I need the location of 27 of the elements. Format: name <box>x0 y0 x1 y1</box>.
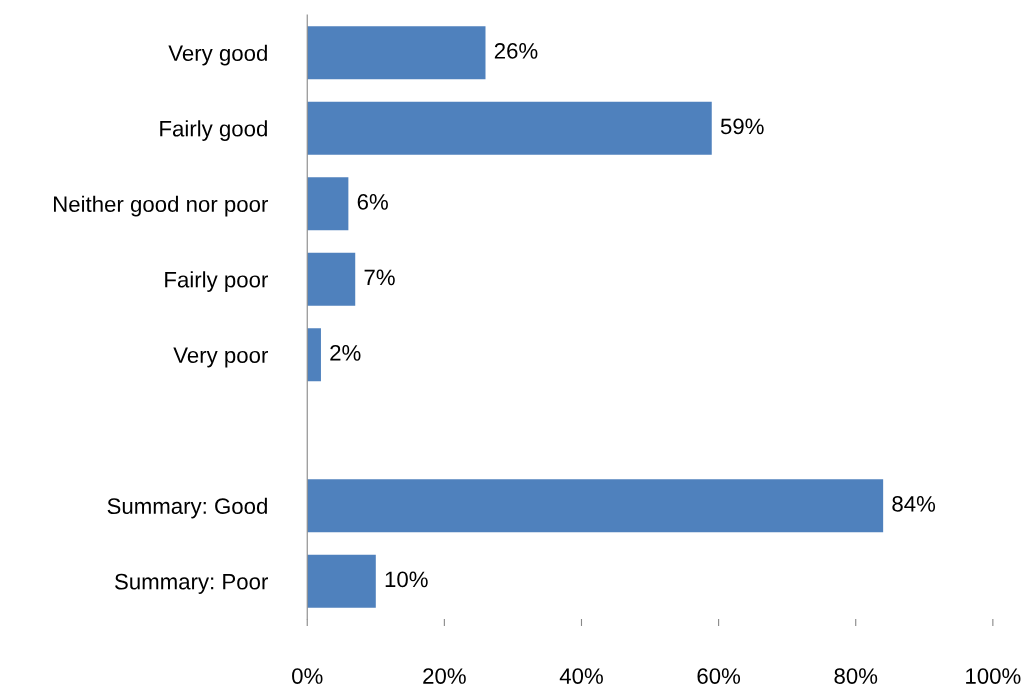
data-label: 7% <box>364 269 395 286</box>
data-label: 59% <box>720 118 764 135</box>
y-tick-label: Fairly poor <box>165 271 268 292</box>
x-tick-label: 0% <box>292 668 323 684</box>
x-tick-label: 100% <box>966 668 1021 684</box>
y-tick-label: Very good <box>168 44 267 66</box>
data-label: 26% <box>494 43 538 59</box>
bar <box>307 554 376 608</box>
data-label: 10% <box>385 571 428 588</box>
y-tick-label: Summary: Good <box>107 497 267 519</box>
y-tick-label: Fairly good <box>160 120 267 141</box>
bar <box>307 479 884 533</box>
data-label: 84% <box>892 496 936 512</box>
x-tick-label: 20% <box>423 668 466 684</box>
data-label: 2% <box>330 345 361 361</box>
bar <box>307 101 712 155</box>
bar <box>307 26 486 80</box>
bar <box>307 177 349 231</box>
x-tick-label: 60% <box>697 668 741 684</box>
x-tick-label: 40% <box>559 668 603 684</box>
y-tick-label: Neither good nor poor <box>54 195 268 217</box>
y-tick-label: Very poor <box>173 347 268 368</box>
x-tick-label: 80% <box>834 668 878 684</box>
data-label: 6% <box>357 194 388 210</box>
y-tick-label: Summary: Poor <box>115 573 268 594</box>
bar <box>307 328 321 382</box>
bar <box>307 252 356 306</box>
